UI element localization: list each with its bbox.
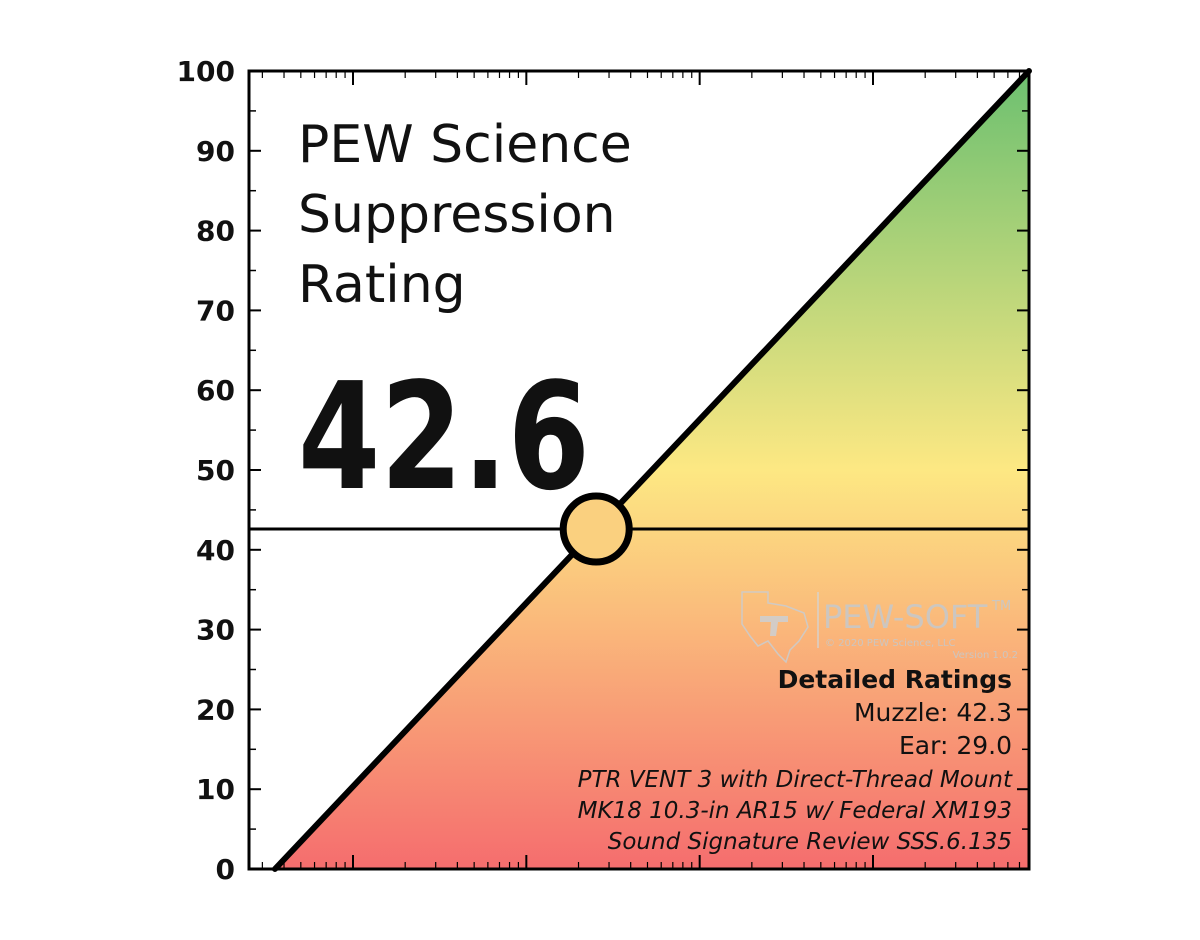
y-tick-label: 100 bbox=[177, 55, 235, 88]
y-tick-label: 40 bbox=[196, 534, 235, 567]
suppressor-name: PTR VENT 3 with Direct-Thread Mount bbox=[578, 767, 1013, 793]
y-tick-label: 60 bbox=[196, 374, 235, 407]
review-reference: Sound Signature Review SSS.6.135 bbox=[608, 829, 1012, 855]
diagonal-rating-line bbox=[272, 68, 1032, 872]
y-tick-label: 30 bbox=[196, 614, 235, 647]
chart-title-line-3: Rating bbox=[298, 255, 466, 315]
texas-map-icon bbox=[741, 591, 809, 664]
muzzle-rating: Muzzle: 42.3 bbox=[854, 698, 1012, 727]
detailed-ratings-heading: Detailed Ratings bbox=[778, 665, 1012, 694]
axis-ticks bbox=[249, 70, 1029, 870]
y-tick-label: 50 bbox=[196, 454, 235, 487]
host-weapon: MK18 10.3-in AR15 w/ Federal XM193 bbox=[578, 798, 1012, 824]
y-tick-label: 90 bbox=[196, 135, 235, 168]
watermark-brand: PEW-SOFT bbox=[823, 598, 988, 636]
rating-marker bbox=[559, 492, 633, 566]
watermark-trademark: TM bbox=[991, 599, 1011, 614]
watermark-copyright: © 2020 PEW Science, LLC bbox=[825, 638, 955, 649]
y-tick-label: 80 bbox=[196, 215, 235, 248]
rating-value: 42.6 bbox=[298, 351, 590, 523]
chart-title-line-2: Suppression bbox=[298, 185, 616, 245]
pistol-icon bbox=[760, 616, 788, 636]
ear-rating: Ear: 29.0 bbox=[899, 731, 1012, 760]
chart-title-line-1: PEW Science bbox=[298, 115, 632, 175]
y-tick-label: 20 bbox=[196, 693, 235, 726]
watermark-version: Version 1.0.2 bbox=[953, 650, 1018, 661]
pew-soft-watermark: PEW-SOFT TM © 2020 PEW Science, LLC Vers… bbox=[741, 591, 1018, 664]
y-tick-label: 10 bbox=[196, 773, 235, 806]
y-tick-label: 70 bbox=[196, 294, 235, 327]
y-tick-label: 0 bbox=[216, 853, 235, 886]
y-axis-tick-labels: 0 10 20 30 40 50 60 70 80 90 100 bbox=[177, 55, 235, 886]
